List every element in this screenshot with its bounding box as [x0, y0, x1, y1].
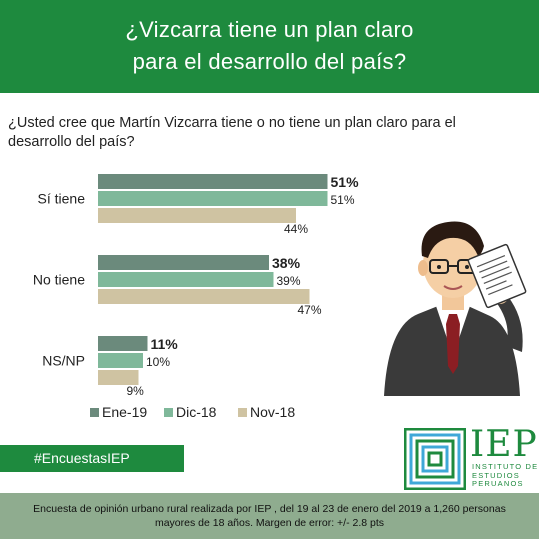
- page-title-line-2: para el desarrollo del país?: [132, 49, 407, 74]
- logo-subtitle: INSTITUTO DE ESTUDIOS PERUANOS: [472, 462, 539, 489]
- bar-nov-18: [98, 289, 310, 304]
- category-label: No tiene: [33, 272, 85, 288]
- legend-label: Nov-18: [250, 404, 295, 420]
- logo-subtitle-line-2: ESTUDIOS: [472, 470, 520, 480]
- data-label: 9%: [127, 384, 145, 398]
- footer-line-1: Encuesta de opinión urbano rural realiza…: [33, 503, 506, 515]
- data-label: 10%: [146, 355, 170, 369]
- footer-note: Encuesta de opinión urbano rural realiza…: [0, 493, 539, 539]
- bar-dic-18: [98, 191, 328, 206]
- data-label: 39%: [277, 274, 301, 288]
- iep-logo-icon: [404, 428, 466, 490]
- bar-chart: Sí tiene 51% 51% 44% No tiene 38% 39% 47% NS/NP 1…: [33, 174, 360, 420]
- category-label: NS/NP: [42, 353, 85, 369]
- document-icon: [467, 243, 527, 309]
- survey-question: ¿Usted cree que Martín Vizcarra tiene o …: [8, 115, 456, 150]
- bar-ene-19: [98, 255, 269, 270]
- legend-swatch: [238, 408, 247, 417]
- bar-ene-19: [98, 174, 328, 189]
- data-label: 44%: [284, 222, 308, 236]
- legend-swatch: [164, 408, 173, 417]
- logo-subtitle-line-1: INSTITUTO DE: [472, 462, 539, 471]
- page-title-line-1: ¿Vizcarra tiene un plan claro: [125, 17, 414, 42]
- legend-label: Ene-19: [102, 404, 147, 420]
- bar-nov-18: [98, 208, 296, 223]
- bar-nov-18: [98, 370, 139, 385]
- data-label: 51%: [331, 174, 360, 190]
- data-label: 11%: [151, 336, 179, 352]
- category-label: Sí tiene: [38, 191, 86, 207]
- bar-dic-18: [98, 353, 143, 368]
- businessman-illustration-icon: [384, 221, 527, 396]
- legend-swatch: [90, 408, 99, 417]
- footer-line-2: mayores de 18 años. Margen de error: +/-…: [154, 517, 385, 529]
- bar-dic-18: [98, 272, 274, 287]
- bar-ene-19: [98, 336, 148, 351]
- data-label: 47%: [298, 303, 322, 317]
- header-banner: ¿Vizcarra tiene un plan claro para el de…: [0, 0, 539, 93]
- legend-label: Dic-18: [176, 404, 217, 420]
- data-label: 38%: [272, 255, 301, 271]
- logo-text: IEP: [470, 424, 538, 465]
- hashtag-badge: #EncuestasIEP: [0, 445, 184, 472]
- data-label: 51%: [331, 193, 355, 207]
- logo-subtitle-line-3: PERUANOS: [472, 479, 524, 488]
